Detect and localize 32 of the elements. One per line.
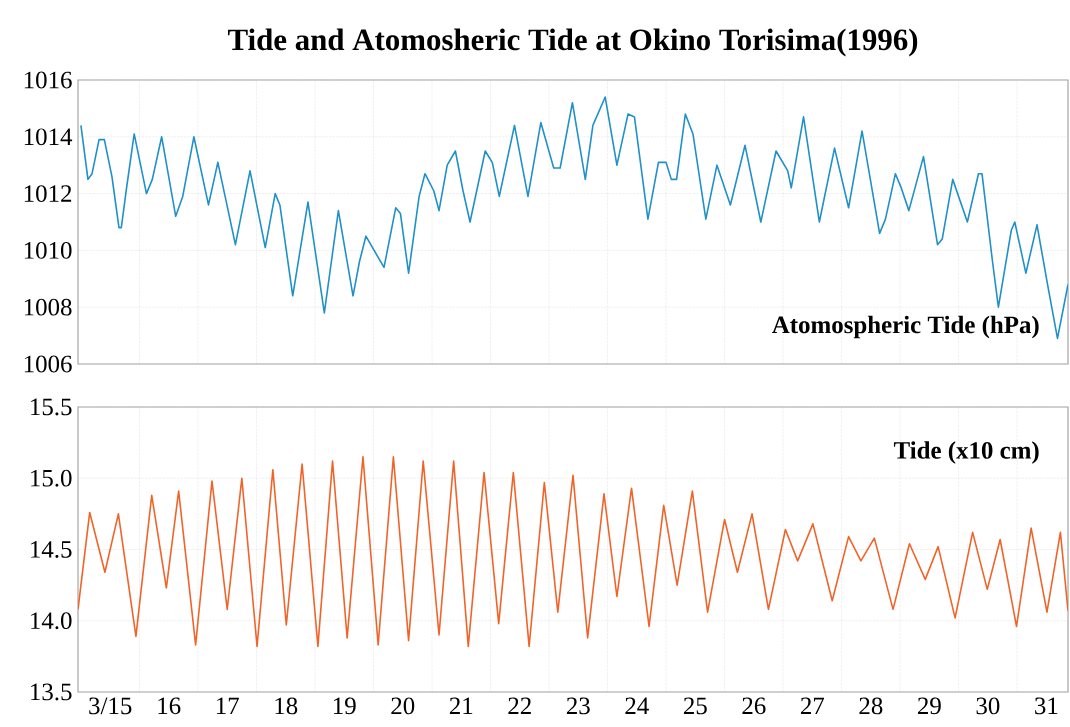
x-tick-label: 3/15 (89, 697, 132, 715)
y-tick-label: 15.5 (31, 398, 72, 416)
chart-title: Tide and Atomosheric Tide at Okino Torisima(1996) (228, 28, 918, 57)
x-tick-label: 29 (917, 697, 941, 715)
x-tick-label: 23 (566, 697, 590, 715)
x-tick-label: 24 (625, 697, 649, 714)
x-tick-label: 20 (391, 697, 415, 715)
x-tick-label: 19 (333, 697, 356, 715)
x-tick-label: 21 (449, 697, 473, 714)
y-tick-label: 1008 (24, 298, 72, 316)
y-tick-label: 14.0 (31, 612, 72, 630)
x-tick-label: 27 (800, 697, 825, 714)
x-tick-label: 26 (742, 697, 766, 715)
x-tick-label: 17 (216, 697, 239, 714)
x-tick-label: 25 (683, 697, 707, 715)
y-tick-label: 1014 (24, 128, 73, 146)
y-tick-label: 1010 (24, 241, 72, 259)
x-tick-label: 16 (158, 697, 181, 715)
y-tick-label: 1006 (24, 355, 72, 373)
line-series (80, 96, 1069, 340)
x-tick-label: 22 (508, 697, 531, 714)
y-tick-label: 15.0 (31, 469, 72, 487)
x-tick-label: 28 (859, 697, 883, 715)
y-tick-label: 14.5 (31, 541, 72, 558)
annotation: Atomospheric Tide (hPa) (772, 315, 1039, 339)
y-tick-label: 1016 (24, 71, 72, 89)
y-tick-label: 13.5 (31, 683, 72, 701)
annotation: Tide (x10 cm) (893, 441, 1039, 464)
x-tick-label: 18 (275, 697, 298, 715)
x-tick-label: 31 (1035, 697, 1058, 715)
y-tick-label: 1012 (24, 185, 72, 202)
x-tick-label: 30 (976, 697, 1000, 715)
